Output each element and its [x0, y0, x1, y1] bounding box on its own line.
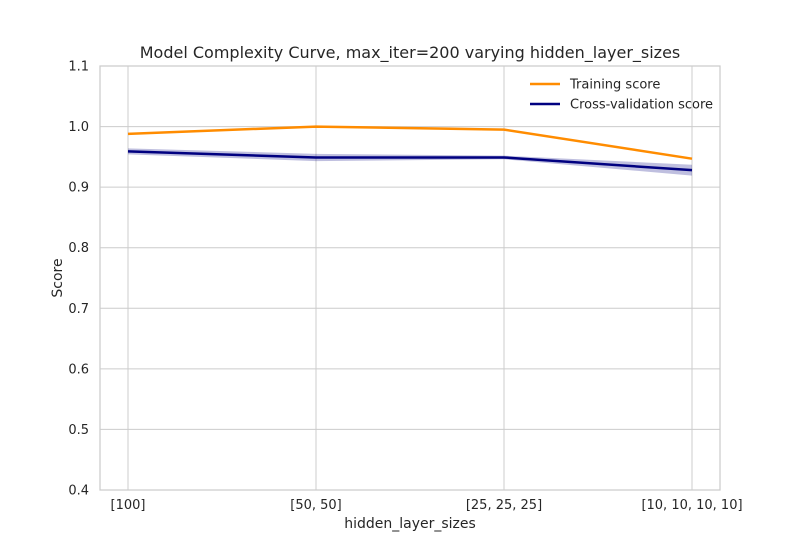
x-axis-label: hidden_layer_sizes	[344, 516, 476, 532]
x-tick-label: [50, 50]	[290, 498, 342, 513]
x-tick-label: [10, 10, 10, 10]	[641, 498, 742, 513]
y-tick-label: 0.9	[68, 181, 89, 196]
series-lines	[127, 125, 693, 172]
grid	[100, 65, 720, 491]
plot-frame	[99, 65, 721, 491]
series-line-0	[127, 125, 693, 160]
y-axis-label: Score	[50, 258, 66, 297]
y-tick-label: 0.7	[68, 302, 89, 317]
confidence-bands	[128, 126, 692, 176]
x-tick-labels: [100] [50, 50] [25, 25, 25] [10, 10, 10, 10…	[111, 498, 743, 513]
legend-label: Training score	[569, 78, 660, 93]
series-band-1	[128, 148, 692, 176]
legend: Training score Cross-validation score	[530, 78, 713, 113]
y-tick-label: 0.5	[68, 423, 89, 438]
x-tick-label: [25, 25, 25]	[466, 498, 542, 513]
y-tick-label: 0.4	[68, 484, 89, 499]
legend-label: Cross-validation score	[570, 98, 713, 113]
x-tick-label: [100]	[111, 498, 146, 513]
y-tick-label: 0.6	[68, 362, 89, 377]
y-tick-label: 1.1	[68, 60, 89, 75]
y-tick-label: 0.8	[68, 241, 89, 256]
chart-title: Model Complexity Curve, max_iter=200 var…	[140, 43, 681, 63]
y-tick-labels: 0.4 0.5 0.6 0.7 0.8 0.9 1.0 1.1	[68, 60, 89, 499]
series-line-1	[127, 150, 693, 172]
y-tick-label: 1.0	[68, 120, 89, 135]
